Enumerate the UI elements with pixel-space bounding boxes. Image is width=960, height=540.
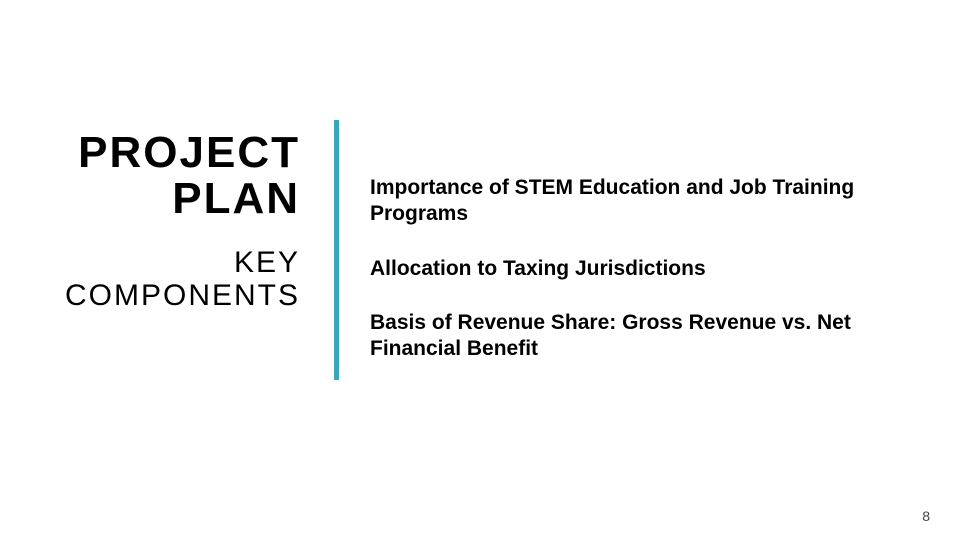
slide-subtitle-line2: COMPONENTS	[65, 279, 300, 312]
left-column: PROJECT PLAN KEY COMPONENTS	[0, 130, 300, 312]
slide-subtitle-line1: KEY	[234, 246, 300, 279]
right-column: Importance of STEM Education and Job Tra…	[370, 175, 890, 390]
slide-title-line2: PLAN	[172, 174, 300, 223]
bullet-item: Importance of STEM Education and Job Tra…	[370, 175, 890, 228]
slide-title-line1: PROJECT	[78, 128, 300, 177]
bullet-item: Allocation to Taxing Jurisdictions	[370, 256, 890, 282]
bullet-item: Basis of Revenue Share: Gross Revenue vs…	[370, 310, 890, 363]
slide: PROJECT PLAN KEY COMPONENTS Importance o…	[0, 0, 960, 540]
slide-subtitle: KEY COMPONENTS	[0, 246, 300, 312]
slide-title: PROJECT PLAN	[0, 130, 300, 222]
page-number: 8	[922, 508, 930, 524]
vertical-divider	[334, 120, 339, 380]
